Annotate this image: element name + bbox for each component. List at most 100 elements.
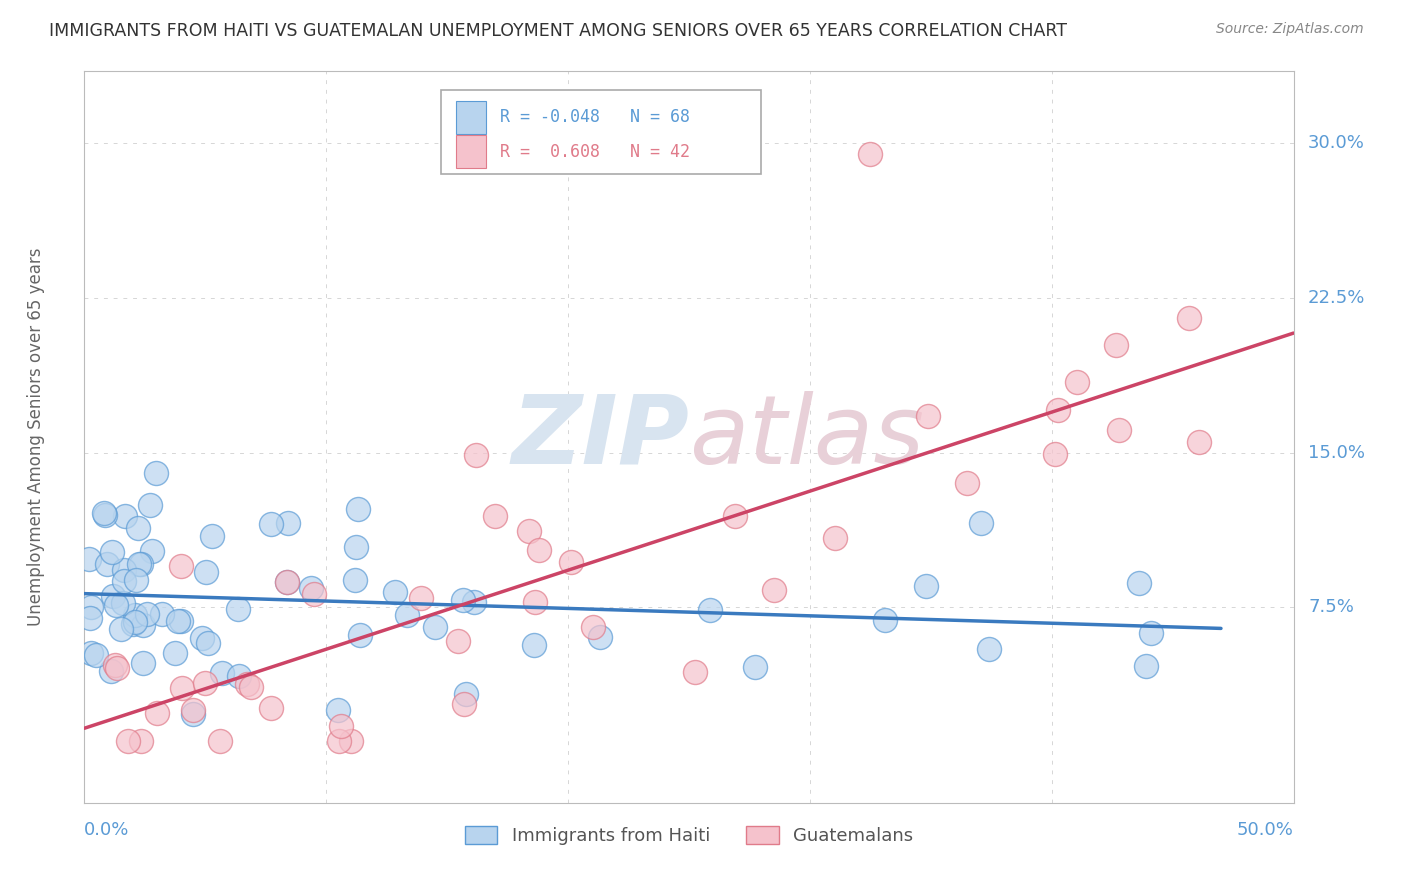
Point — [344, 573, 367, 587]
Point — [1188, 435, 1211, 450]
Point — [131, 557, 153, 571]
Point — [699, 602, 721, 616]
Text: 15.0%: 15.0% — [1308, 443, 1365, 461]
Point — [169, 614, 191, 628]
Point — [451, 593, 474, 607]
Point — [139, 498, 162, 512]
Point — [344, 540, 367, 554]
Point — [384, 584, 406, 599]
Point — [582, 620, 605, 634]
Point — [1066, 375, 1088, 389]
Point — [167, 614, 190, 628]
Point — [276, 574, 298, 589]
Point — [396, 608, 419, 623]
Point — [1046, 403, 1069, 417]
Point — [112, 564, 135, 578]
Text: ZIP: ZIP — [510, 391, 689, 483]
Point — [236, 677, 259, 691]
Point — [763, 582, 786, 597]
Point — [127, 521, 149, 535]
Point — [112, 574, 135, 588]
FancyBboxPatch shape — [456, 136, 486, 169]
Point — [524, 595, 547, 609]
Point — [859, 146, 882, 161]
Point — [114, 508, 136, 523]
Point — [105, 598, 128, 612]
Legend: Immigrants from Haiti, Guatemalans: Immigrants from Haiti, Guatemalans — [465, 826, 912, 845]
Text: 50.0%: 50.0% — [1237, 821, 1294, 839]
Point — [724, 508, 747, 523]
Text: 22.5%: 22.5% — [1308, 289, 1365, 307]
Point — [453, 697, 475, 711]
Text: Source: ZipAtlas.com: Source: ZipAtlas.com — [1216, 22, 1364, 37]
Point — [456, 687, 478, 701]
Point — [136, 607, 159, 621]
Point — [1043, 447, 1066, 461]
Point — [685, 665, 707, 679]
Point — [117, 734, 139, 748]
Point — [299, 581, 322, 595]
Point — [228, 602, 250, 616]
Point — [970, 516, 993, 531]
Point — [132, 617, 155, 632]
Point — [181, 706, 204, 721]
Point — [744, 660, 766, 674]
Point — [170, 559, 193, 574]
Point — [193, 676, 215, 690]
Point — [517, 524, 540, 538]
Point — [302, 586, 325, 600]
Point — [201, 528, 224, 542]
Point — [276, 575, 298, 590]
Point — [100, 664, 122, 678]
Point — [1135, 658, 1157, 673]
Point — [1128, 576, 1150, 591]
Point — [464, 448, 486, 462]
Point — [409, 591, 432, 606]
FancyBboxPatch shape — [441, 90, 762, 174]
Point — [105, 661, 128, 675]
Point — [191, 632, 214, 646]
Point — [93, 508, 115, 522]
Point — [523, 639, 546, 653]
Point — [329, 719, 352, 733]
Point — [77, 552, 100, 566]
Point — [145, 466, 167, 480]
Point — [917, 409, 939, 423]
Point — [80, 646, 103, 660]
Point — [915, 579, 938, 593]
Point — [129, 734, 152, 748]
Text: atlas: atlas — [689, 391, 924, 483]
Point — [181, 703, 204, 717]
Point — [124, 615, 146, 630]
Text: 0.0%: 0.0% — [84, 821, 129, 839]
Point — [484, 508, 506, 523]
Point — [277, 516, 299, 531]
Point — [326, 703, 349, 717]
Text: IMMIGRANTS FROM HAITI VS GUATEMALAN UNEMPLOYMENT AMONG SENIORS OVER 65 YEARS COR: IMMIGRANTS FROM HAITI VS GUATEMALAN UNEM… — [49, 22, 1067, 40]
Point — [239, 680, 262, 694]
Point — [80, 599, 103, 614]
Text: R = -0.048   N = 68: R = -0.048 N = 68 — [501, 109, 690, 127]
Point — [589, 630, 612, 644]
Point — [228, 669, 250, 683]
Text: Unemployment Among Seniors over 65 years: Unemployment Among Seniors over 65 years — [27, 248, 45, 626]
Point — [96, 557, 118, 571]
Text: R =  0.608   N = 42: R = 0.608 N = 42 — [501, 143, 690, 161]
Point — [125, 573, 148, 587]
Point — [124, 607, 146, 622]
Point — [194, 565, 217, 579]
Point — [1108, 424, 1130, 438]
Point — [110, 623, 132, 637]
Point — [141, 544, 163, 558]
Point — [340, 734, 363, 748]
Point — [447, 633, 470, 648]
Point — [211, 665, 233, 680]
Point — [529, 543, 551, 558]
Point — [956, 476, 979, 491]
Point — [1140, 625, 1163, 640]
Point — [172, 681, 194, 696]
FancyBboxPatch shape — [456, 101, 486, 134]
Point — [977, 642, 1000, 657]
Point — [93, 507, 115, 521]
Point — [86, 648, 108, 662]
